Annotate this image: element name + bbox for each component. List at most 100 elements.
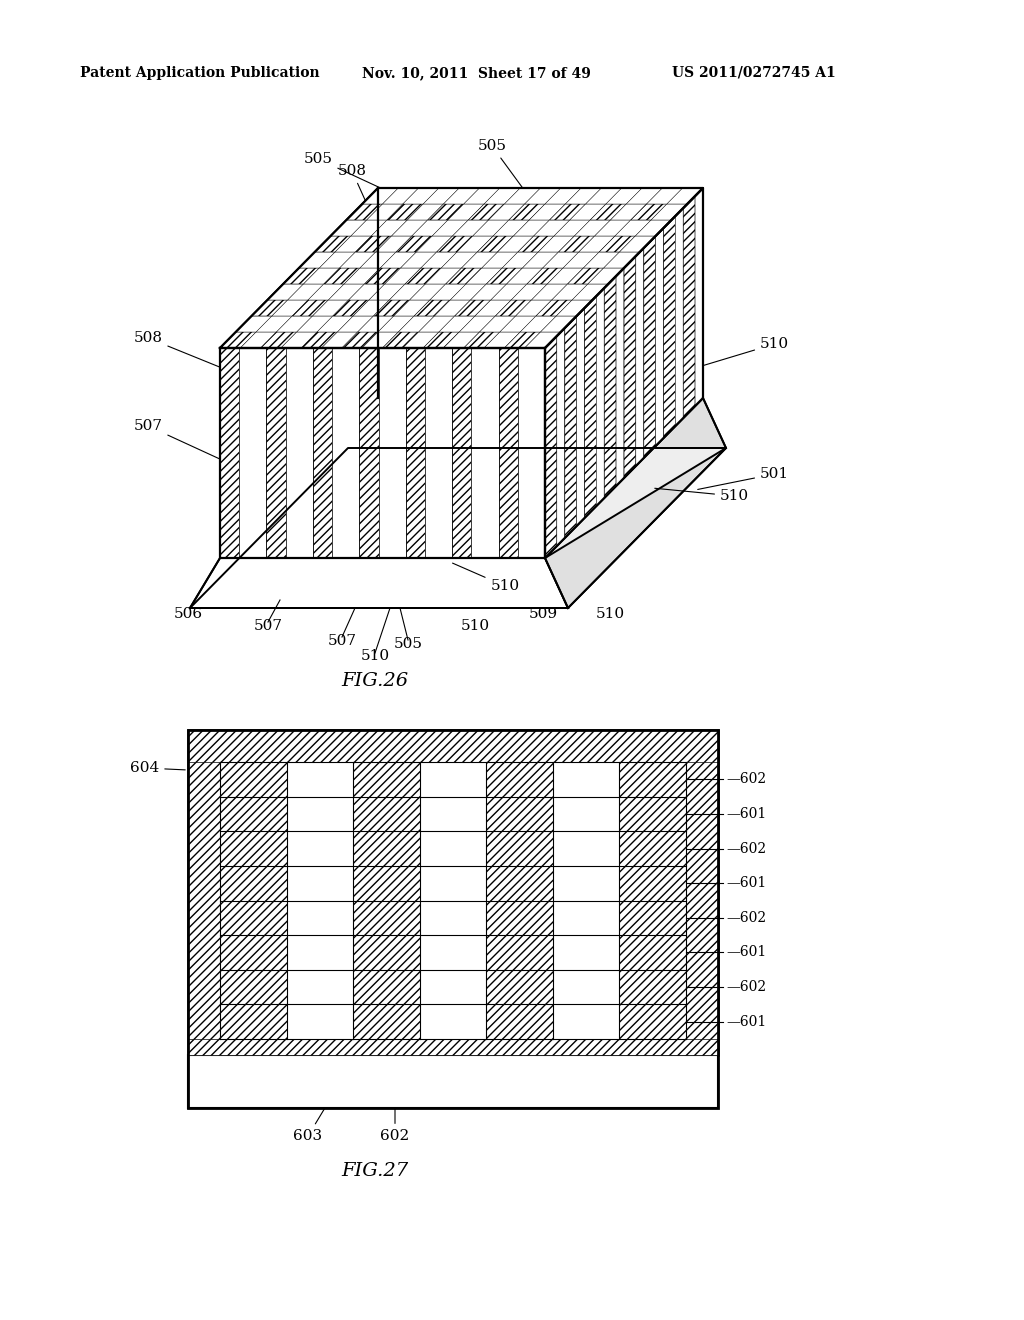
Polygon shape — [317, 315, 353, 333]
Polygon shape — [284, 268, 319, 284]
Polygon shape — [408, 205, 443, 220]
Polygon shape — [486, 866, 553, 900]
Polygon shape — [541, 315, 577, 333]
Polygon shape — [220, 333, 256, 348]
Polygon shape — [322, 333, 357, 348]
Text: —601: —601 — [726, 1015, 766, 1028]
Polygon shape — [220, 866, 287, 900]
Polygon shape — [369, 284, 406, 300]
Polygon shape — [402, 333, 439, 348]
Polygon shape — [391, 220, 428, 236]
Text: FIG.26: FIG.26 — [341, 672, 409, 690]
Text: —601: —601 — [726, 945, 766, 960]
Polygon shape — [287, 970, 353, 1005]
Polygon shape — [536, 300, 572, 315]
Polygon shape — [579, 236, 615, 252]
Polygon shape — [423, 333, 459, 348]
Polygon shape — [441, 252, 477, 268]
Polygon shape — [610, 205, 646, 220]
Polygon shape — [584, 252, 620, 268]
Polygon shape — [378, 315, 414, 333]
Polygon shape — [473, 220, 509, 236]
Polygon shape — [459, 315, 496, 333]
Polygon shape — [342, 333, 378, 348]
Polygon shape — [420, 1005, 486, 1039]
Polygon shape — [301, 333, 337, 348]
Polygon shape — [220, 447, 726, 558]
Polygon shape — [464, 333, 500, 348]
Polygon shape — [434, 300, 470, 315]
Polygon shape — [453, 348, 471, 558]
Polygon shape — [545, 187, 582, 205]
Polygon shape — [252, 300, 288, 315]
Text: 510: 510 — [697, 337, 790, 367]
Polygon shape — [586, 187, 622, 205]
Polygon shape — [499, 348, 518, 558]
Polygon shape — [420, 970, 486, 1005]
Text: 505: 505 — [303, 152, 426, 209]
Polygon shape — [553, 866, 620, 900]
Polygon shape — [606, 187, 642, 205]
Polygon shape — [500, 315, 536, 333]
Polygon shape — [554, 220, 590, 236]
Polygon shape — [553, 762, 620, 797]
Text: —602: —602 — [726, 979, 766, 994]
Polygon shape — [451, 284, 486, 300]
Polygon shape — [635, 220, 672, 236]
Polygon shape — [453, 220, 488, 236]
Polygon shape — [367, 205, 402, 220]
Polygon shape — [545, 399, 726, 609]
Polygon shape — [490, 284, 527, 300]
Polygon shape — [188, 730, 718, 1055]
Polygon shape — [379, 348, 406, 558]
Polygon shape — [414, 300, 451, 315]
Polygon shape — [344, 268, 380, 284]
Polygon shape — [337, 315, 374, 333]
Text: 506: 506 — [173, 607, 203, 620]
Polygon shape — [420, 900, 486, 935]
Polygon shape — [646, 187, 683, 205]
Polygon shape — [394, 300, 430, 315]
Polygon shape — [486, 832, 553, 866]
Polygon shape — [220, 900, 287, 935]
Text: 509: 509 — [528, 607, 557, 620]
Polygon shape — [287, 866, 353, 900]
Polygon shape — [292, 300, 329, 315]
Polygon shape — [447, 205, 484, 220]
Polygon shape — [346, 205, 383, 220]
Polygon shape — [220, 935, 287, 970]
Text: Nov. 10, 2011  Sheet 17 of 49: Nov. 10, 2011 Sheet 17 of 49 — [362, 66, 591, 81]
Polygon shape — [357, 315, 394, 333]
Polygon shape — [569, 205, 606, 220]
Text: 510: 510 — [453, 564, 519, 593]
Text: 508: 508 — [338, 164, 374, 219]
Polygon shape — [557, 327, 565, 546]
Polygon shape — [385, 268, 421, 284]
Polygon shape — [553, 1005, 620, 1039]
Polygon shape — [319, 252, 355, 268]
Polygon shape — [313, 348, 332, 558]
Polygon shape — [553, 970, 620, 1005]
Polygon shape — [529, 205, 565, 220]
Polygon shape — [256, 315, 292, 333]
Polygon shape — [604, 252, 640, 268]
Polygon shape — [348, 284, 385, 300]
Polygon shape — [620, 236, 655, 252]
Polygon shape — [464, 187, 500, 205]
Polygon shape — [524, 333, 561, 348]
Text: 510: 510 — [595, 607, 625, 620]
Polygon shape — [220, 348, 545, 558]
Polygon shape — [595, 220, 631, 236]
Polygon shape — [620, 866, 686, 900]
Polygon shape — [376, 236, 412, 252]
Polygon shape — [266, 348, 286, 558]
Polygon shape — [332, 348, 359, 558]
Polygon shape — [486, 1005, 553, 1039]
Polygon shape — [462, 252, 498, 268]
Polygon shape — [543, 252, 579, 268]
Polygon shape — [676, 209, 683, 426]
Polygon shape — [425, 348, 453, 558]
Polygon shape — [486, 935, 553, 970]
Polygon shape — [655, 228, 664, 446]
Polygon shape — [513, 220, 550, 236]
